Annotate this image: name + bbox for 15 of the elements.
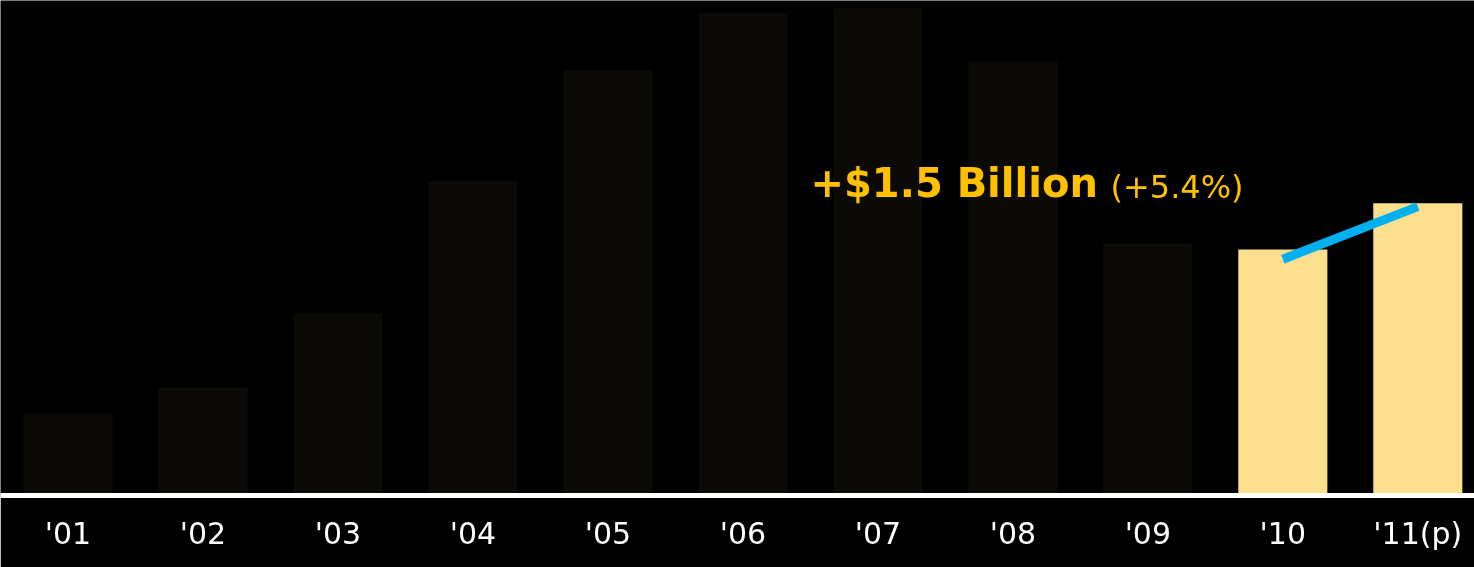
annotation: (+5.4%) [1110,167,1244,206]
x-tick-label: '01 [44,515,92,551]
bar [1238,249,1328,496]
x-tick-label: '02 [179,515,227,551]
x-tick-label: '07 [854,515,902,551]
x-tick-label: '06 [719,515,767,551]
x-tick-label: '10 [1259,515,1307,551]
x-tick-label: '09 [1124,515,1172,551]
x-tick-label: '05 [584,515,632,551]
annotation: +$1.5 Billion [810,159,1098,206]
x-tick-label: '08 [989,515,1037,551]
x-tick-label: '04 [449,515,497,551]
bar [1373,203,1463,496]
x-tick-label: '11(p) [1373,515,1463,551]
x-tick-label: '03 [314,515,362,551]
